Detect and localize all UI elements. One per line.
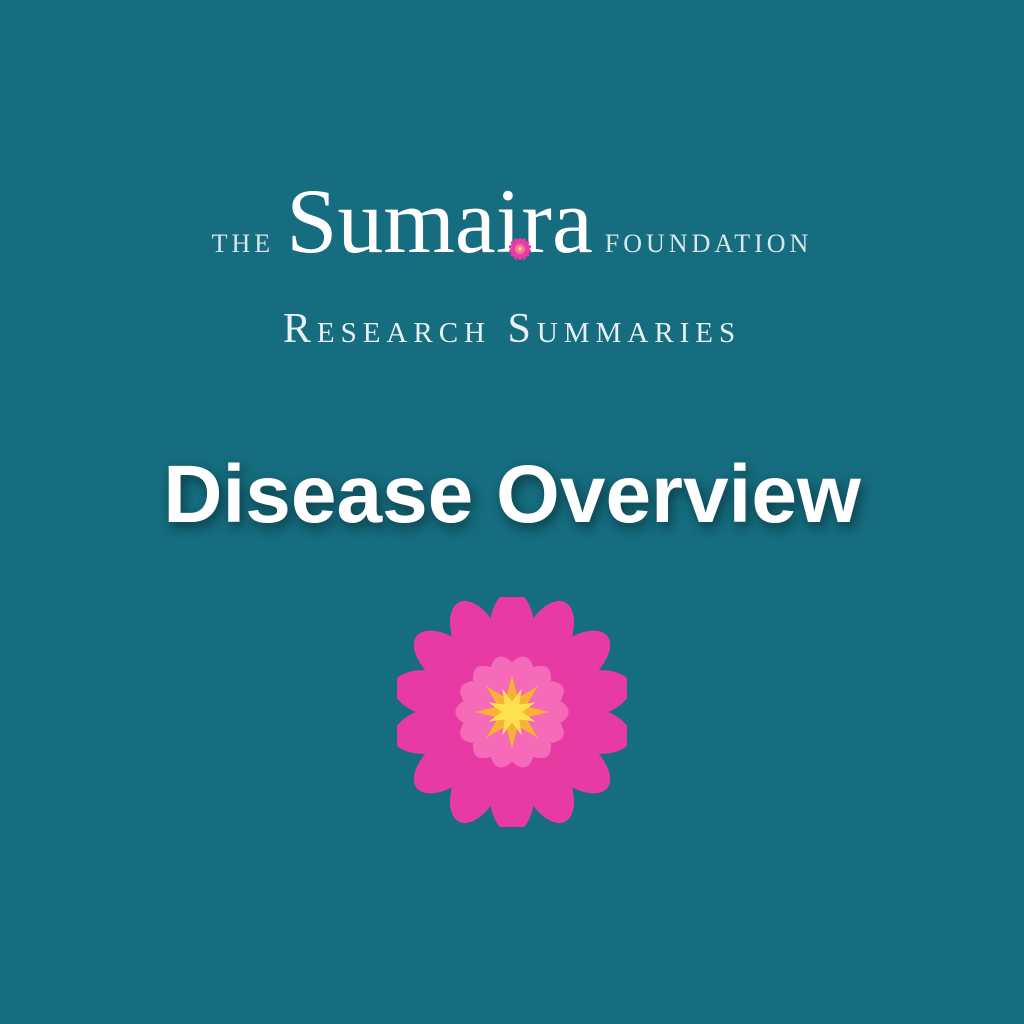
flower-icon-small [509, 183, 531, 205]
logo-main: Sumaira [286, 175, 593, 267]
flower-icon-large [397, 597, 627, 827]
logo-main-text: Sumaira [286, 170, 593, 272]
logo-suffix: FOUNDATION [605, 229, 813, 259]
subtitle-text: Research Summaries [283, 305, 741, 353]
headline-text: Disease Overview [163, 448, 860, 542]
logo-prefix: THE [212, 229, 275, 259]
foundation-logo: THE Sumaira FOUNDATION [212, 175, 813, 267]
